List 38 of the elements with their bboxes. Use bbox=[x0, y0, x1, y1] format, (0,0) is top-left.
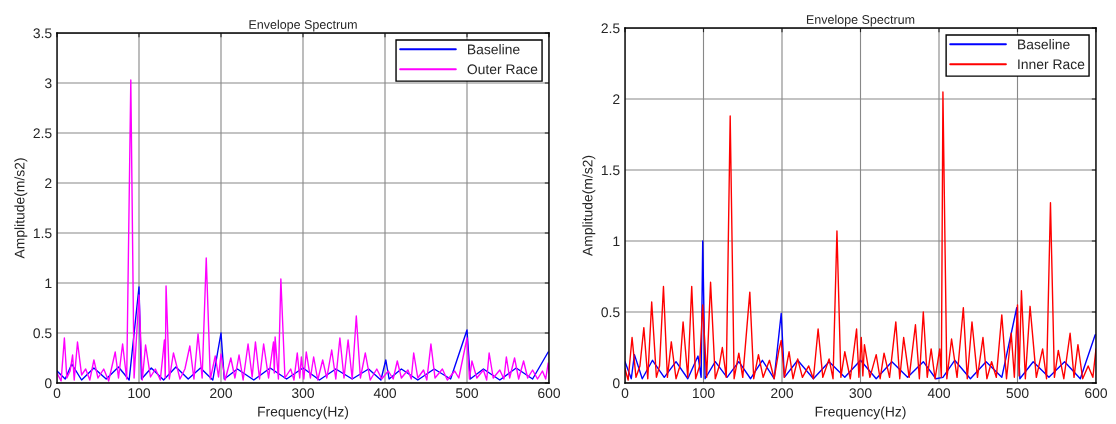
y-tick-label: 1.5 bbox=[33, 228, 52, 239]
legend-label: Baseline bbox=[1018, 39, 1070, 50]
x-tick-label: 300 bbox=[291, 388, 315, 399]
x-axis-title: Frequency(Hz) bbox=[815, 406, 906, 420]
x-tick-label: 200 bbox=[210, 388, 233, 399]
legend-label: Outer Race bbox=[467, 64, 538, 75]
x-tick-label: 100 bbox=[692, 388, 715, 399]
x-tick-label: 0 bbox=[53, 388, 61, 399]
x-tick-label: 400 bbox=[373, 388, 397, 399]
y-tick-label: 3 bbox=[44, 78, 52, 89]
y-tick-label: 3.5 bbox=[33, 28, 52, 39]
x-tick-label: 300 bbox=[849, 388, 872, 399]
x-tick-label: 500 bbox=[455, 388, 479, 399]
y-axis-title: Amplitude(m/s2) bbox=[14, 158, 28, 259]
y-tick-label: 0 bbox=[612, 378, 620, 389]
legend-label: Inner Race bbox=[1018, 59, 1085, 70]
legend-label: Baseline bbox=[468, 44, 520, 55]
x-tick-label: 100 bbox=[128, 388, 151, 399]
x-tick-label: 600 bbox=[1085, 388, 1108, 399]
y-tick-label: 2 bbox=[45, 178, 52, 189]
x-tick-label: 0 bbox=[621, 388, 629, 399]
x-tick-label: 500 bbox=[1006, 388, 1029, 399]
y-tick-label: 2.5 bbox=[601, 23, 620, 34]
y-tick-label: 0 bbox=[44, 378, 52, 389]
x-axis-title: Frequency(Hz) bbox=[258, 406, 349, 420]
y-tick-label: 2.5 bbox=[33, 128, 52, 139]
y-tick-label: 1.5 bbox=[601, 165, 620, 176]
y-tick-label: 0.5 bbox=[33, 328, 52, 339]
chart-title: Envelope Spectrum bbox=[249, 19, 357, 32]
y-axis-title: Amplitude(m/s2) bbox=[582, 155, 596, 257]
y-tick-label: 1 bbox=[613, 236, 620, 247]
x-tick-label: 200 bbox=[771, 388, 794, 399]
chart-title: Envelope Spectrum bbox=[806, 14, 915, 27]
x-tick-label: 400 bbox=[927, 388, 951, 399]
y-tick-label: 1 bbox=[45, 278, 52, 289]
y-tick-label: 0.5 bbox=[601, 307, 620, 318]
x-tick-label: 600 bbox=[538, 388, 561, 399]
y-tick-label: 2 bbox=[613, 94, 620, 105]
